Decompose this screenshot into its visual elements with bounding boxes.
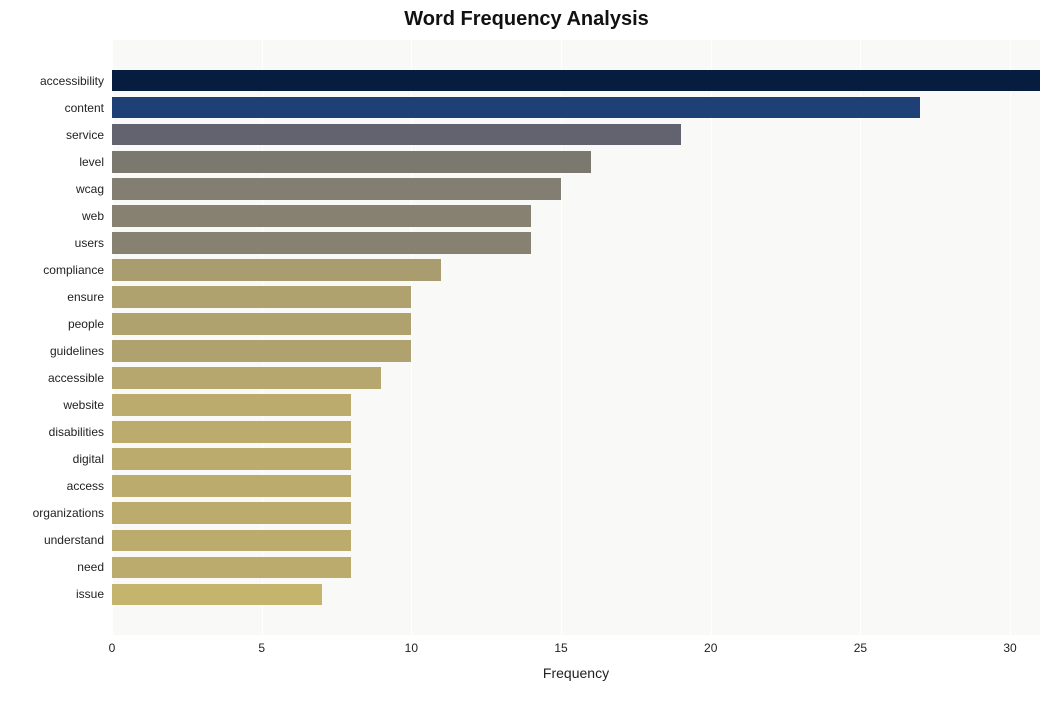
bar-row: ensure — [112, 283, 1040, 310]
y-tick-label: accessibility — [40, 74, 104, 88]
bar — [112, 151, 591, 173]
x-tick-label: 20 — [704, 641, 717, 655]
bar — [112, 475, 351, 497]
bar-row: accessible — [112, 365, 1040, 392]
bar — [112, 557, 351, 579]
y-tick-label: organizations — [33, 506, 104, 520]
bar-row: issue — [112, 581, 1040, 608]
y-tick-label: digital — [73, 452, 104, 466]
y-tick-label: accessible — [48, 371, 104, 385]
bar — [112, 259, 441, 281]
bar — [112, 178, 561, 200]
y-tick-label: access — [67, 479, 104, 493]
y-tick-label: compliance — [43, 263, 104, 277]
bar-row: web — [112, 202, 1040, 229]
bar — [112, 286, 411, 308]
bar-row: wcag — [112, 175, 1040, 202]
x-tick-label: 10 — [405, 641, 418, 655]
bar — [112, 340, 411, 362]
bar-row: need — [112, 554, 1040, 581]
x-tick-label: 30 — [1003, 641, 1016, 655]
bar-row: content — [112, 94, 1040, 121]
bar-row: level — [112, 148, 1040, 175]
bar-row: users — [112, 229, 1040, 256]
y-tick-label: level — [79, 155, 104, 169]
y-tick-label: guidelines — [50, 344, 104, 358]
bar-row: access — [112, 473, 1040, 500]
y-tick-label: content — [65, 101, 104, 115]
bar-row: compliance — [112, 256, 1040, 283]
bar — [112, 530, 351, 552]
plot-area: Frequency 051015202530accessibilityconte… — [112, 40, 1040, 635]
x-tick-label: 5 — [258, 641, 265, 655]
bar — [112, 232, 531, 254]
y-tick-label: people — [68, 317, 104, 331]
x-tick-label: 15 — [554, 641, 567, 655]
chart-title: Word Frequency Analysis — [0, 8, 1053, 31]
bar-row: guidelines — [112, 338, 1040, 365]
chart-container: Word Frequency Analysis Frequency 051015… — [0, 0, 1053, 701]
y-tick-label: website — [63, 398, 104, 412]
bar-row: website — [112, 392, 1040, 419]
bar-row: digital — [112, 446, 1040, 473]
bar — [112, 97, 920, 119]
y-tick-label: service — [66, 128, 104, 142]
bar — [112, 448, 351, 470]
bar-row: understand — [112, 527, 1040, 554]
y-tick-label: web — [82, 209, 104, 223]
bar — [112, 394, 351, 416]
y-tick-label: need — [77, 560, 104, 574]
bar-row: disabilities — [112, 419, 1040, 446]
bar — [112, 205, 531, 227]
bar — [112, 70, 1040, 92]
y-tick-label: disabilities — [49, 425, 104, 439]
y-tick-label: understand — [44, 533, 104, 547]
x-tick-label: 25 — [854, 641, 867, 655]
bar — [112, 313, 411, 335]
bar-row: people — [112, 310, 1040, 337]
x-tick-label: 0 — [109, 641, 116, 655]
bar — [112, 421, 351, 443]
bar — [112, 584, 322, 606]
bar — [112, 367, 381, 389]
bar-row: service — [112, 121, 1040, 148]
bar — [112, 124, 681, 146]
y-tick-label: users — [75, 236, 104, 250]
bar-row: accessibility — [112, 67, 1040, 94]
y-tick-label: issue — [76, 587, 104, 601]
y-tick-label: ensure — [67, 290, 104, 304]
x-axis-label: Frequency — [543, 665, 609, 681]
bar-row: organizations — [112, 500, 1040, 527]
bar — [112, 502, 351, 524]
y-tick-label: wcag — [76, 182, 104, 196]
